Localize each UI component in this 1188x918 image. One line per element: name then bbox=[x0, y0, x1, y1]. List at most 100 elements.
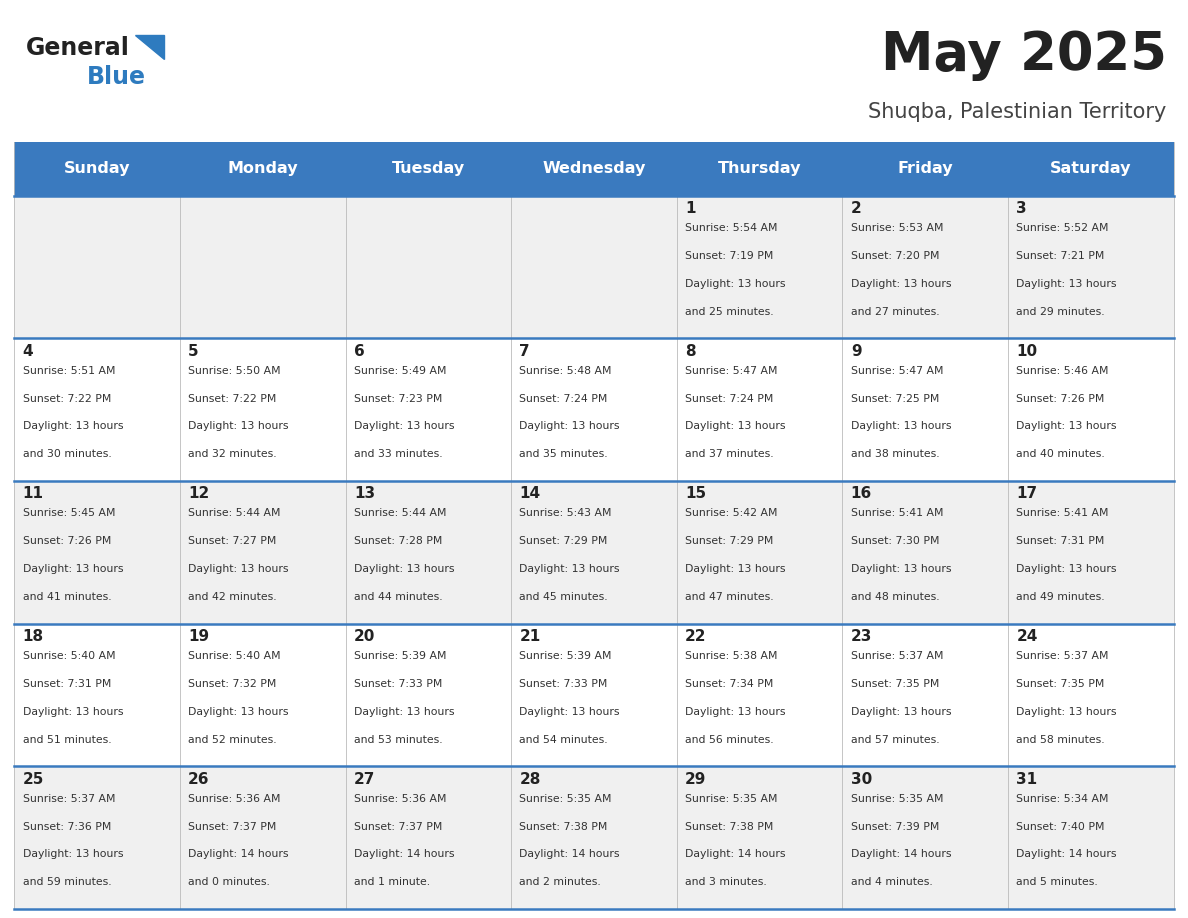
Text: 16: 16 bbox=[851, 487, 872, 501]
Text: Daylight: 13 hours: Daylight: 13 hours bbox=[519, 564, 620, 574]
Text: Sunset: 7:33 PM: Sunset: 7:33 PM bbox=[354, 679, 442, 688]
Text: Sunset: 7:31 PM: Sunset: 7:31 PM bbox=[1017, 536, 1105, 546]
Text: Daylight: 13 hours: Daylight: 13 hours bbox=[188, 564, 289, 574]
Text: Sunset: 7:34 PM: Sunset: 7:34 PM bbox=[685, 679, 773, 688]
Text: 19: 19 bbox=[188, 629, 209, 644]
Bar bbox=[511, 481, 677, 623]
Text: Daylight: 13 hours: Daylight: 13 hours bbox=[1017, 564, 1117, 574]
Text: Sunrise: 5:41 AM: Sunrise: 5:41 AM bbox=[1017, 509, 1108, 519]
Text: Daylight: 14 hours: Daylight: 14 hours bbox=[851, 849, 952, 859]
Text: Sunset: 7:33 PM: Sunset: 7:33 PM bbox=[519, 679, 608, 688]
Text: Sunrise: 5:47 AM: Sunrise: 5:47 AM bbox=[851, 365, 943, 375]
Text: Daylight: 14 hours: Daylight: 14 hours bbox=[188, 849, 289, 859]
Text: Sunrise: 5:53 AM: Sunrise: 5:53 AM bbox=[851, 223, 943, 233]
Bar bbox=[511, 767, 677, 909]
Text: Sunrise: 5:35 AM: Sunrise: 5:35 AM bbox=[685, 794, 778, 803]
Text: Sunrise: 5:35 AM: Sunrise: 5:35 AM bbox=[519, 794, 612, 803]
Text: Sunset: 7:32 PM: Sunset: 7:32 PM bbox=[188, 679, 277, 688]
Text: Sunset: 7:24 PM: Sunset: 7:24 PM bbox=[519, 394, 608, 404]
Text: Daylight: 13 hours: Daylight: 13 hours bbox=[851, 279, 952, 288]
Text: and 25 minutes.: and 25 minutes. bbox=[685, 307, 773, 317]
Bar bbox=[179, 338, 346, 481]
Bar bbox=[511, 623, 677, 767]
Bar bbox=[14, 623, 179, 767]
Text: Sunrise: 5:37 AM: Sunrise: 5:37 AM bbox=[851, 651, 943, 661]
Text: Daylight: 13 hours: Daylight: 13 hours bbox=[685, 564, 785, 574]
Text: Daylight: 13 hours: Daylight: 13 hours bbox=[685, 421, 785, 431]
Text: Sunrise: 5:35 AM: Sunrise: 5:35 AM bbox=[851, 794, 943, 803]
Text: Sunset: 7:26 PM: Sunset: 7:26 PM bbox=[1017, 394, 1105, 404]
Bar bbox=[677, 481, 842, 623]
Text: Sunset: 7:29 PM: Sunset: 7:29 PM bbox=[685, 536, 773, 546]
Bar bbox=[179, 142, 346, 196]
Bar bbox=[677, 338, 842, 481]
Text: Monday: Monday bbox=[227, 162, 298, 176]
Text: 30: 30 bbox=[851, 772, 872, 787]
Text: Daylight: 14 hours: Daylight: 14 hours bbox=[685, 849, 785, 859]
Text: Daylight: 14 hours: Daylight: 14 hours bbox=[519, 849, 620, 859]
Text: Sunrise: 5:48 AM: Sunrise: 5:48 AM bbox=[519, 365, 612, 375]
Text: Sunrise: 5:44 AM: Sunrise: 5:44 AM bbox=[354, 509, 447, 519]
Text: Sunrise: 5:52 AM: Sunrise: 5:52 AM bbox=[1017, 223, 1108, 233]
Bar bbox=[1009, 623, 1174, 767]
Text: Sunday: Sunday bbox=[64, 162, 131, 176]
Text: Sunrise: 5:49 AM: Sunrise: 5:49 AM bbox=[354, 365, 447, 375]
Bar bbox=[179, 481, 346, 623]
Text: and 58 minutes.: and 58 minutes. bbox=[1017, 734, 1105, 744]
Text: Sunset: 7:30 PM: Sunset: 7:30 PM bbox=[851, 536, 940, 546]
Text: 6: 6 bbox=[354, 343, 365, 359]
Text: 1: 1 bbox=[685, 201, 696, 216]
Text: Sunset: 7:22 PM: Sunset: 7:22 PM bbox=[23, 394, 110, 404]
Text: and 35 minutes.: and 35 minutes. bbox=[519, 449, 608, 459]
Text: 11: 11 bbox=[23, 487, 44, 501]
Text: Sunset: 7:19 PM: Sunset: 7:19 PM bbox=[685, 251, 773, 261]
Text: and 44 minutes.: and 44 minutes. bbox=[354, 592, 442, 602]
Text: and 37 minutes.: and 37 minutes. bbox=[685, 449, 773, 459]
Text: 27: 27 bbox=[354, 772, 375, 787]
Text: Sunrise: 5:43 AM: Sunrise: 5:43 AM bbox=[519, 509, 612, 519]
Text: Sunrise: 5:39 AM: Sunrise: 5:39 AM bbox=[354, 651, 447, 661]
Text: 21: 21 bbox=[519, 629, 541, 644]
Bar bbox=[179, 623, 346, 767]
Text: Daylight: 13 hours: Daylight: 13 hours bbox=[1017, 707, 1117, 717]
Bar bbox=[842, 481, 1009, 623]
Text: Sunrise: 5:37 AM: Sunrise: 5:37 AM bbox=[23, 794, 115, 803]
Text: and 45 minutes.: and 45 minutes. bbox=[519, 592, 608, 602]
Text: Sunrise: 5:37 AM: Sunrise: 5:37 AM bbox=[1017, 651, 1108, 661]
Text: Daylight: 13 hours: Daylight: 13 hours bbox=[851, 421, 952, 431]
Text: Friday: Friday bbox=[897, 162, 953, 176]
Text: Sunset: 7:25 PM: Sunset: 7:25 PM bbox=[851, 394, 940, 404]
Text: Daylight: 13 hours: Daylight: 13 hours bbox=[23, 564, 124, 574]
Text: and 48 minutes.: and 48 minutes. bbox=[851, 592, 940, 602]
Text: Sunset: 7:39 PM: Sunset: 7:39 PM bbox=[851, 822, 940, 832]
Text: Sunrise: 5:36 AM: Sunrise: 5:36 AM bbox=[188, 794, 280, 803]
Text: 8: 8 bbox=[685, 343, 696, 359]
Text: Sunset: 7:20 PM: Sunset: 7:20 PM bbox=[851, 251, 940, 261]
Text: and 4 minutes.: and 4 minutes. bbox=[851, 878, 933, 887]
Text: and 49 minutes.: and 49 minutes. bbox=[1017, 592, 1105, 602]
Text: Shuqba, Palestinian Territory: Shuqba, Palestinian Territory bbox=[868, 102, 1167, 122]
Text: 14: 14 bbox=[519, 487, 541, 501]
Text: 22: 22 bbox=[685, 629, 707, 644]
Text: 25: 25 bbox=[23, 772, 44, 787]
Text: Sunrise: 5:54 AM: Sunrise: 5:54 AM bbox=[685, 223, 778, 233]
Text: Sunset: 7:29 PM: Sunset: 7:29 PM bbox=[519, 536, 608, 546]
Text: and 53 minutes.: and 53 minutes. bbox=[354, 734, 442, 744]
Bar bbox=[14, 196, 179, 338]
Text: Daylight: 13 hours: Daylight: 13 hours bbox=[354, 707, 454, 717]
Bar bbox=[842, 142, 1009, 196]
Bar bbox=[346, 623, 511, 767]
Text: Wednesday: Wednesday bbox=[542, 162, 646, 176]
Text: and 27 minutes.: and 27 minutes. bbox=[851, 307, 940, 317]
Text: and 2 minutes.: and 2 minutes. bbox=[519, 878, 601, 887]
Text: 20: 20 bbox=[354, 629, 375, 644]
Text: Sunset: 7:31 PM: Sunset: 7:31 PM bbox=[23, 679, 110, 688]
Text: Sunrise: 5:44 AM: Sunrise: 5:44 AM bbox=[188, 509, 280, 519]
Text: Sunset: 7:35 PM: Sunset: 7:35 PM bbox=[851, 679, 940, 688]
Polygon shape bbox=[135, 35, 164, 59]
Text: Daylight: 13 hours: Daylight: 13 hours bbox=[23, 849, 124, 859]
Text: Daylight: 13 hours: Daylight: 13 hours bbox=[851, 564, 952, 574]
Text: Blue: Blue bbox=[87, 65, 146, 89]
Text: 29: 29 bbox=[685, 772, 707, 787]
Bar bbox=[14, 767, 179, 909]
